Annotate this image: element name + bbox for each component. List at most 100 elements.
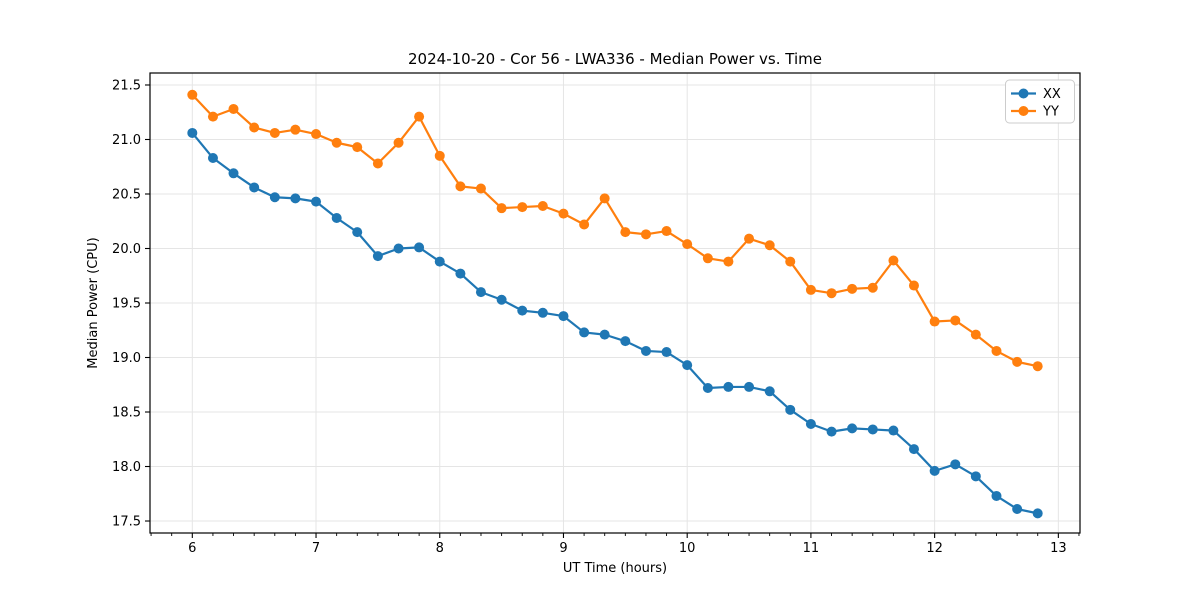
series-YY-point (908, 280, 919, 291)
series-XX-point (475, 287, 486, 298)
series-XX-point (1032, 508, 1043, 519)
gridlines (150, 73, 1080, 533)
legend-marker (1018, 88, 1029, 99)
x-tick-label: 13 (1050, 541, 1067, 556)
series-YY-point (826, 288, 837, 299)
series-XX-point (249, 182, 260, 193)
y-tick-label: 21.5 (112, 78, 141, 93)
series-YY-point (475, 183, 486, 194)
series-YY-point (620, 227, 631, 238)
legend-marker (1018, 106, 1029, 116)
series-YY-point (331, 137, 342, 148)
series-XX-point (867, 424, 878, 435)
series-XX-point (682, 360, 693, 371)
series-XX-point (970, 471, 981, 482)
series-XX-point (496, 294, 507, 305)
series-XX-point (537, 307, 548, 318)
series-YY-point (187, 89, 198, 100)
series-YY-point (867, 282, 878, 293)
series-YY-markers (187, 89, 1043, 372)
series-YY-point (558, 208, 569, 219)
series-XX-point (414, 242, 425, 253)
chart-title: 2024-10-20 - Cor 56 - LWA336 - Median Po… (408, 50, 822, 68)
series-XX-point (847, 423, 858, 434)
series-YY-point (929, 316, 940, 327)
y-tick-label: 21.0 (112, 133, 141, 148)
series-YY-point (372, 158, 383, 169)
series-YY-point (496, 203, 507, 214)
y-axis-label: Median Power (CPU) (86, 237, 101, 368)
series-YY-point (579, 219, 590, 230)
series-YY-point (661, 226, 672, 237)
series-YY-point (228, 103, 239, 114)
x-tick-label: 11 (803, 541, 820, 556)
series-YY-point (847, 283, 858, 294)
series-YY-point (537, 200, 548, 211)
legend-label-XX: XX (1043, 87, 1061, 102)
x-tick-label: 7 (312, 541, 320, 556)
series-XX-point (764, 386, 775, 397)
series-XX-point (661, 347, 672, 358)
series-XX-point (640, 345, 651, 356)
y-tick-label: 19.5 (112, 297, 141, 312)
series-YY-point (744, 233, 755, 244)
series-YY-point (414, 111, 425, 122)
series-XX-markers (187, 127, 1043, 519)
series-YY-point (207, 111, 218, 122)
series-XX-point (579, 327, 590, 338)
series-XX-point (393, 243, 404, 254)
series-YY-point (764, 240, 775, 251)
series-YY-point (805, 284, 816, 295)
series-XX-point (228, 168, 239, 179)
x-tick-label: 10 (679, 541, 696, 556)
series-XX-point (620, 336, 631, 347)
legend-box (1005, 79, 1075, 124)
series-XX-point (991, 490, 1002, 501)
series-XX-point (455, 268, 466, 279)
series-XX-point (744, 381, 755, 392)
series-YY-point (393, 137, 404, 148)
series-XX-point (207, 153, 218, 164)
y-tick-label: 20.0 (112, 242, 141, 257)
series-XX-point (352, 227, 363, 238)
series-YY-point (1012, 356, 1023, 367)
series-YY-point (723, 256, 734, 267)
series-YY-point (640, 229, 651, 240)
legend: XX YY (1005, 79, 1075, 124)
x-tick-label: 6 (188, 541, 196, 556)
series-XX-point (702, 383, 713, 394)
series-XX-point (269, 192, 280, 203)
y-tick-label: 20.5 (112, 187, 141, 202)
series-YY-point (702, 253, 713, 264)
series-XX-point (950, 459, 961, 470)
series-YY-point (888, 255, 899, 266)
series-XX-point (434, 256, 445, 267)
series-YY-point (970, 329, 981, 340)
series-YY-point (991, 345, 1002, 356)
legend-label-YY: YY (1042, 105, 1059, 120)
series-XX-point (187, 127, 198, 138)
series-XX-point (311, 196, 322, 207)
axis-ticks: 6 7 8 9 10 11 12 13 17.5 18.0 18.5 19.0 19.5 20.0 20.5… (112, 78, 1080, 556)
series-XX-point (908, 444, 919, 455)
series-XX-line (191, 132, 1038, 515)
series-YY-point (352, 142, 363, 153)
series-YY-point (455, 181, 466, 192)
series-XX-point (826, 426, 837, 437)
series-XX-point (723, 381, 734, 392)
data-series (187, 89, 1043, 519)
y-tick-label: 19.0 (112, 351, 141, 366)
series-YY-point (950, 315, 961, 326)
series-XX-point (929, 465, 940, 476)
series-YY-point (682, 239, 693, 250)
series-YY-point (517, 202, 528, 213)
series-XX-point (558, 311, 569, 322)
y-tick-label: 18.5 (112, 406, 141, 421)
series-YY-point (311, 129, 322, 140)
series-XX-point (785, 404, 796, 415)
series-YY-point (1032, 361, 1043, 372)
series-XX-point (888, 425, 899, 436)
series-YY-point (434, 150, 445, 161)
